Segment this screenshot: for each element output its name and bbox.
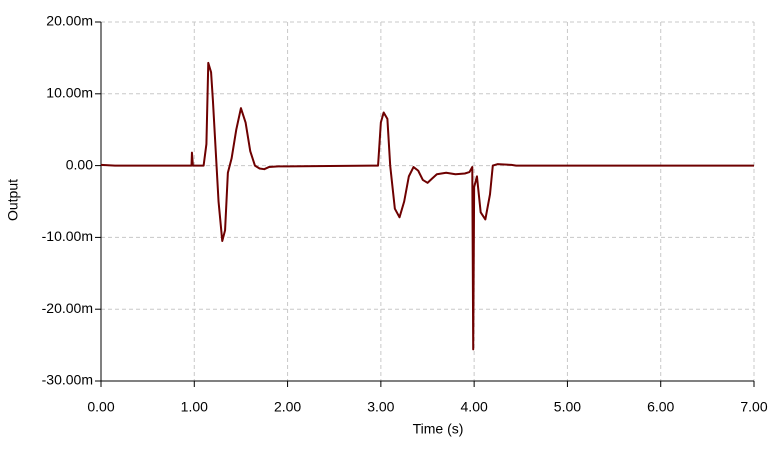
- y-tick-label: -20.00m: [42, 300, 93, 316]
- x-tick-label: 3.00: [367, 399, 394, 415]
- y-axis-label: Output: [5, 179, 21, 221]
- x-axis-label: Time (s): [413, 421, 464, 437]
- x-tick-label: 2.00: [274, 399, 301, 415]
- x-tick-label: 5.00: [554, 399, 581, 415]
- x-tick-label: 0.00: [87, 399, 114, 415]
- y-tick-label: 20.00m: [46, 13, 93, 29]
- y-tick-label: 0.00: [66, 156, 93, 172]
- y-tick-label: -30.00m: [42, 372, 93, 388]
- x-tick-label: 7.00: [740, 399, 767, 415]
- x-tick-label: 4.00: [461, 399, 488, 415]
- x-tick-label: 1.00: [181, 399, 208, 415]
- y-tick-label: -10.00m: [42, 228, 93, 244]
- x-tick-label: 6.00: [647, 399, 674, 415]
- data-line: [100, 61, 754, 351]
- y-tick-label: 10.00m: [46, 85, 93, 101]
